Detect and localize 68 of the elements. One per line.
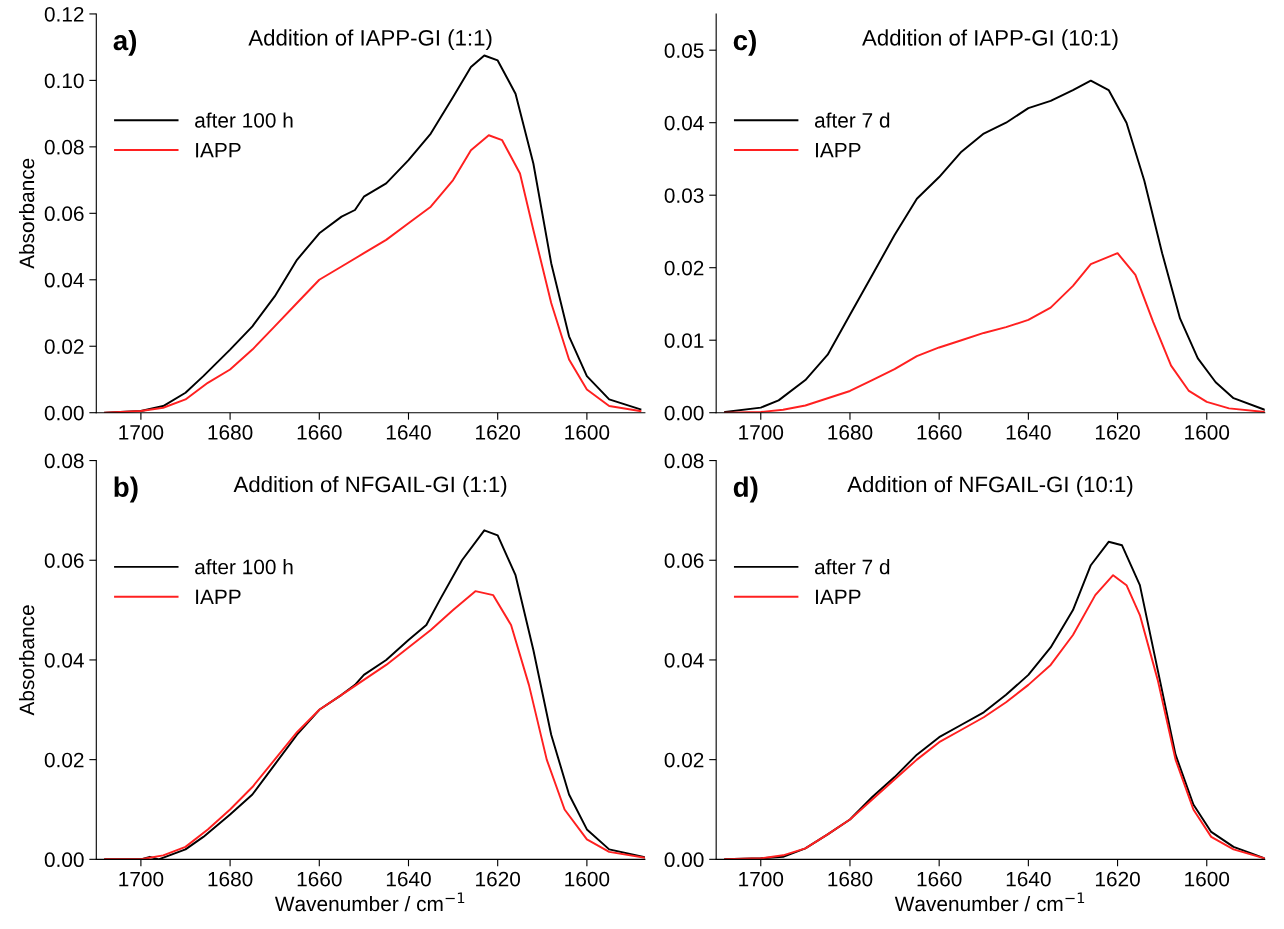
x-tick-label: 1680: [208, 871, 253, 887]
legend-label: IAPP: [816, 589, 861, 604]
y-tick-label: 0.06: [44, 553, 84, 568]
y-tick-label: 0.06: [664, 553, 704, 568]
line-series: [104, 590, 645, 860]
y-tick-label: 0.00: [664, 405, 704, 421]
y-tick-label: 0.08: [44, 453, 84, 469]
y-tick-label: 0.04: [44, 652, 84, 668]
y-tick-label: 0.04: [664, 652, 704, 668]
y-tick-label: 0.05: [664, 43, 704, 58]
x-tick-label: 1620: [1095, 871, 1140, 887]
x-tick-label: 1640: [386, 871, 431, 887]
x-tick-label: 1700: [739, 425, 784, 440]
x-tick-label: 1700: [119, 425, 164, 440]
text: Addition of IAPP-GI (1:1): [248, 29, 492, 51]
legend-label: after 7 d: [814, 559, 890, 575]
legend-label: IAPP: [196, 143, 241, 158]
y-axis-title: Absorbance: [18, 605, 35, 716]
legend-label: after 7 d: [814, 112, 890, 128]
y-tick-label: 0.02: [44, 752, 84, 768]
x-tick-label: 1660: [297, 871, 342, 887]
x-tick-label: 1640: [1006, 871, 1051, 887]
x-axis-title: Wavenumber / cm$^{−1}$: [894, 892, 1085, 912]
y-tick-label: 0.01: [664, 333, 704, 348]
x-tick-label: 1620: [1095, 425, 1140, 440]
x-tick-label: 1680: [828, 871, 873, 887]
text: Addition of NFGAIL-GI (1:1): [233, 476, 507, 497]
text: Addition of IAPP-GI (10:1): [862, 29, 1118, 51]
x-tick-label: 1620: [476, 871, 521, 887]
x-tick-label: 1700: [119, 871, 164, 887]
y-tick-label: 0.00: [664, 852, 704, 868]
y-tick-label: 0.02: [44, 339, 84, 354]
x-tick-label: 1660: [297, 425, 342, 440]
x-tick-label: 1600: [565, 871, 610, 887]
annotation: d): [733, 476, 758, 503]
x-tick-label: 1620: [476, 425, 521, 440]
y-tick-label: 0.08: [664, 453, 704, 469]
y-tick-label: 0.03: [664, 188, 704, 203]
x-tick-label: 1640: [386, 425, 431, 440]
x-tick-label: 1680: [208, 425, 253, 440]
legend-label: after 100 h: [195, 112, 293, 128]
y-axis-title: Absorbance: [18, 158, 35, 269]
x-tick-label: 1660: [917, 425, 962, 440]
x-tick-label: 1700: [739, 871, 784, 887]
annotation: b): [114, 476, 138, 503]
text: Addition of NFGAIL-GI (10:1): [847, 476, 1133, 497]
y-tick-label: 0.02: [664, 260, 704, 276]
y-tick-label: 0.04: [664, 115, 704, 131]
y-tick-label: 0.00: [44, 405, 84, 421]
y-tick-label: 0.06: [44, 206, 84, 222]
legend-label: IAPP: [816, 143, 861, 158]
x-tick-label: 1600: [1185, 425, 1230, 440]
legend-label: after 100 h: [195, 559, 293, 575]
x-axis-title: Wavenumber / cm$^{−1}$: [274, 892, 465, 912]
y-tick-label: 0.04: [44, 272, 84, 288]
y-tick-label: 0.02: [664, 752, 704, 768]
y-tick-label: 0.00: [44, 852, 84, 868]
annotation: c): [733, 29, 756, 56]
legend-label: IAPP: [196, 589, 241, 604]
x-tick-label: 1600: [565, 425, 610, 440]
y-tick-label: 0.12: [44, 6, 84, 22]
x-tick-label: 1600: [1185, 871, 1230, 887]
x-tick-label: 1640: [1006, 425, 1051, 440]
annotation: a): [113, 29, 137, 56]
y-tick-label: 0.08: [44, 139, 84, 155]
x-tick-label: 1680: [828, 425, 873, 440]
y-tick-label: 0.10: [44, 73, 84, 89]
x-tick-label: 1660: [917, 871, 962, 887]
